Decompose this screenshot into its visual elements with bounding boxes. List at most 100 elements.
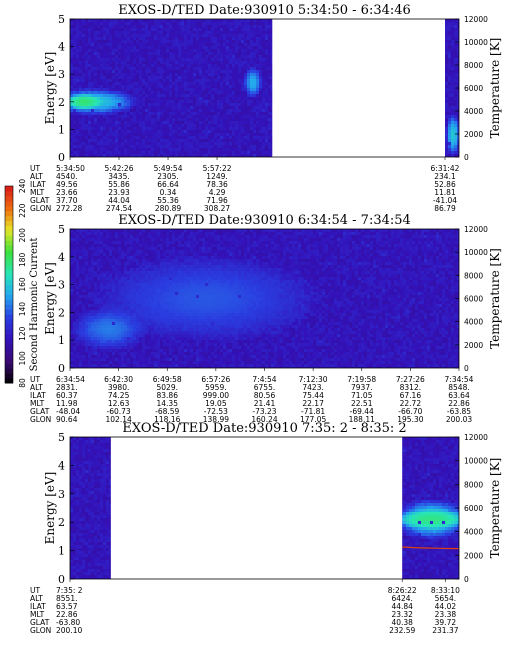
heatmap-cell <box>97 271 101 275</box>
heatmap-cell <box>70 268 74 272</box>
y-tick-label: 1 <box>58 123 65 136</box>
heatmap-cell <box>145 271 149 275</box>
heatmap-cell <box>142 340 146 344</box>
heatmap-cell <box>175 73 179 77</box>
heatmap-cell <box>223 142 227 146</box>
heatmap-cell <box>139 298 143 302</box>
heatmap-cell <box>265 142 269 146</box>
heatmap-cell <box>184 109 188 113</box>
heatmap-cell <box>445 145 449 149</box>
heatmap-cell <box>151 43 155 47</box>
heatmap-cell <box>130 85 134 89</box>
heatmap-cell <box>232 97 236 101</box>
heatmap-cell <box>130 244 134 248</box>
heatmap-cell <box>109 328 113 332</box>
heatmap-cell <box>124 274 128 278</box>
heatmap-cell <box>457 139 460 143</box>
heatmap-cell <box>151 112 155 116</box>
heatmap-cell <box>127 307 131 311</box>
spectrogram-panel: EXOS-D/TED Date:930910 6:34:54 - 7:34:54… <box>30 213 502 424</box>
heatmap-cell <box>130 88 134 92</box>
heatmap-cell <box>70 355 74 359</box>
heatmap-cell <box>139 247 143 251</box>
heatmap-cell <box>199 22 203 26</box>
heatmap-cell <box>109 292 113 296</box>
heatmap-cell <box>139 112 143 116</box>
heatmap-cell <box>154 340 158 344</box>
heatmap-cell <box>154 103 158 107</box>
heatmap-cell <box>166 70 170 74</box>
heatmap-cell <box>100 289 104 293</box>
heatmap-cell <box>208 61 212 65</box>
heatmap-cell <box>130 319 134 323</box>
heatmap-cell <box>241 118 245 122</box>
heatmap-cell <box>94 103 98 107</box>
heatmap-cell <box>118 52 122 56</box>
heatmap-cell <box>97 259 101 263</box>
heatmap-cell <box>97 22 101 26</box>
heatmap-cell <box>118 328 122 332</box>
heatmap-cell <box>145 151 149 155</box>
heatmap-cell <box>223 139 227 143</box>
heatmap-cell <box>70 94 74 98</box>
heatmap-cell <box>103 94 107 98</box>
heatmap-cell <box>229 139 233 143</box>
heatmap-cell <box>70 343 74 347</box>
heatmap-cell <box>115 109 119 113</box>
heatmap-cell <box>145 91 149 95</box>
heatmap-cell <box>235 37 239 41</box>
heatmap-cell <box>184 49 188 53</box>
heatmap-cell <box>244 121 248 125</box>
heatmap-cell <box>136 283 140 287</box>
heatmap-cell <box>73 55 77 59</box>
heatmap-cell <box>454 97 458 101</box>
heatmap-cell <box>232 73 236 77</box>
heatmap-cell <box>163 88 167 92</box>
heatmap-cell <box>76 286 80 290</box>
heatmap-cell <box>226 37 230 41</box>
heatmap-cell <box>85 88 89 92</box>
heatmap-cell <box>121 325 125 329</box>
heatmap-cell <box>82 328 86 332</box>
heatmap-cell <box>118 247 122 251</box>
heatmap-cell <box>211 64 215 68</box>
heatmap-cell <box>247 46 251 50</box>
heatmap-cell <box>133 262 137 266</box>
heatmap-cell <box>181 124 185 128</box>
heatmap-cell <box>100 253 104 257</box>
heatmap-cell <box>145 52 149 56</box>
colorbar-tick-label: 200 <box>18 228 27 243</box>
heatmap-cell <box>253 139 257 143</box>
heatmap-cell <box>73 244 77 248</box>
heatmap-cell <box>70 40 74 44</box>
heatmap-cell <box>175 118 179 122</box>
heatmap-cell <box>256 61 260 65</box>
heatmap-cell <box>142 130 146 134</box>
heatmap-cell <box>73 265 77 269</box>
heatmap-cell <box>70 313 74 317</box>
heatmap-cell <box>142 103 146 107</box>
heatmap-cell <box>73 115 77 119</box>
heatmap-cell <box>109 106 113 110</box>
heatmap-cell <box>220 130 224 134</box>
heatmap-cell <box>139 283 143 287</box>
heatmap-cell <box>97 106 101 110</box>
heatmap-cell <box>91 298 95 302</box>
heatmap-cell <box>262 100 266 104</box>
heatmap-cell <box>136 142 140 146</box>
heatmap-cell <box>235 43 239 47</box>
colorbar-segment <box>5 373 13 379</box>
heatmap-cell <box>85 148 89 152</box>
heatmap-cell <box>76 55 80 59</box>
heatmap-cell <box>139 88 143 92</box>
heatmap-cell <box>70 148 74 152</box>
heatmap-cell <box>76 274 80 278</box>
heatmap-cell <box>115 259 119 263</box>
heatmap-cell <box>133 271 137 275</box>
heatmap-cell <box>112 331 116 335</box>
heatmap-cell <box>241 43 245 47</box>
heatmap-cell <box>262 22 266 26</box>
heatmap-cell <box>97 325 101 329</box>
heatmap-cell <box>142 349 146 353</box>
heatmap-cell <box>115 241 119 245</box>
